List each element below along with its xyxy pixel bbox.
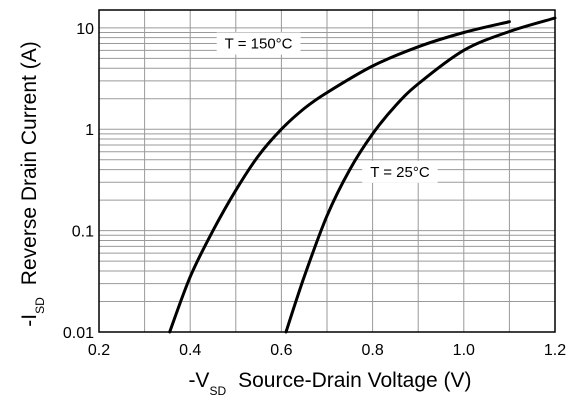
annotation-background [362, 160, 438, 183]
x-axis-label-prefix: -V [188, 369, 209, 392]
annotation-layer: T = 150°C T = 25°C [216, 32, 438, 183]
y-tick-label: 1 [85, 122, 94, 139]
y-axis-label-sub: SD [33, 297, 47, 314]
series-line-t150 [168, 20, 511, 334]
x-tick-label: 0.6 [270, 342, 292, 359]
y-axis-label: -ISD Reverse Drain Current (A) [18, 41, 47, 326]
grid [99, 10, 555, 332]
x-axis-label-sub: SD [209, 384, 226, 398]
series-line-t25 [284, 16, 557, 334]
x-tick-label: 0.4 [179, 342, 201, 359]
annotation-label: T = 150°C [225, 36, 293, 53]
y-axis-label-text: Reverse Drain Current (A) [18, 41, 41, 285]
y-tick-label: 10 [76, 21, 94, 38]
x-tick-label: 0.8 [361, 342, 383, 359]
series-layer [168, 16, 557, 334]
y-tick-labels: 0.01 0.1 1 10 [63, 21, 94, 342]
x-axis-label-text: Source-Drain Voltage (V) [238, 369, 471, 392]
annotation-background [216, 32, 301, 55]
plot-frame [98, 9, 556, 333]
annotation-label: T = 25°C [370, 164, 430, 181]
x-tick-label: 1.2 [544, 342, 566, 359]
x-tick-label: 1.0 [453, 342, 475, 359]
y-axis-label-prefix: -I [18, 314, 41, 327]
x-tick-label: 0.2 [88, 342, 110, 359]
x-axis-label: -VSD Source-Drain Voltage (V) [188, 369, 471, 398]
y-tick-label: 0.01 [63, 325, 94, 342]
y-tick-label: 0.1 [72, 224, 94, 241]
x-tick-labels: 0.2 0.4 0.6 0.8 1.0 1.2 [88, 342, 566, 359]
